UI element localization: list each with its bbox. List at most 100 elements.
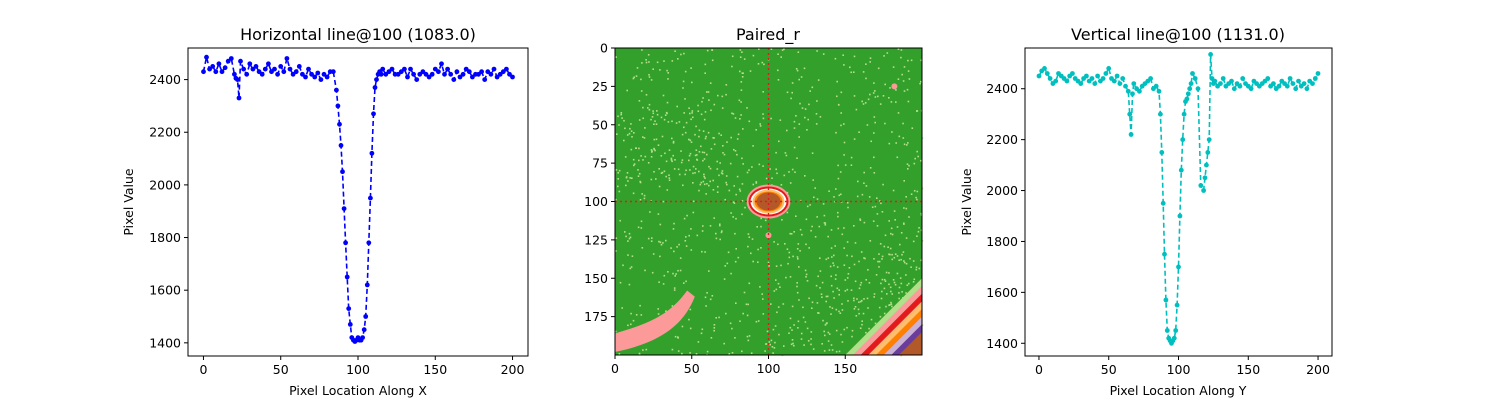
paired-r-noise-pixel	[709, 298, 712, 301]
horizontal-profile-data-point	[318, 77, 324, 82]
paired-r-noise-pixel	[691, 112, 693, 114]
horizontal-profile-data-point	[371, 111, 376, 117]
paired-r-noise-pixel	[683, 282, 685, 284]
horizontal-profile-data-point	[343, 240, 348, 246]
paired-r-noise-pixel	[751, 166, 753, 168]
horizontal-profile-y-tick-label: 2400	[149, 72, 181, 87]
vertical-profile-data-point	[1137, 88, 1142, 94]
paired-r-noise-pixel	[747, 339, 750, 342]
horizontal-profile-x-tick-label: 200	[501, 362, 525, 377]
paired-r-noise-pixel	[884, 234, 887, 237]
paired-r-noise-pixel	[786, 248, 789, 250]
paired-r-noise-pixel	[632, 192, 635, 195]
vertical-profile-data-point	[1188, 81, 1194, 86]
paired-r-noise-pixel	[920, 80, 922, 83]
paired-r-noise-pixel	[637, 226, 640, 229]
paired-r-noise-pixel	[659, 69, 661, 71]
paired-r-noise-pixel	[750, 352, 753, 354]
horizontal-profile-data-point	[300, 71, 305, 77]
paired-r-noise-pixel	[678, 121, 681, 123]
paired-r-noise-pixel	[837, 177, 840, 180]
paired-r-noise-pixel	[889, 286, 892, 289]
horizontal-profile-x-tick-label: 50	[273, 362, 289, 377]
paired-r-noise-pixel	[920, 259, 922, 262]
paired-r-noise-pixel	[703, 158, 706, 160]
paired-r-noise-pixel	[736, 138, 739, 140]
paired-r-noise-pixel	[725, 84, 728, 86]
paired-r-noise-pixel	[838, 310, 840, 313]
paired-r-noise-pixel	[894, 283, 897, 286]
vertical-profile-data-point	[1160, 200, 1166, 206]
paired-r-noise-pixel	[900, 49, 903, 51]
paired-r-noise-pixel	[701, 250, 703, 253]
paired-r-noise-pixel	[855, 108, 858, 111]
paired-r-noise-pixel	[825, 295, 828, 298]
paired-r-noise-pixel	[688, 138, 690, 141]
paired-r-noise-pixel	[635, 314, 638, 316]
paired-r-noise-pixel	[630, 323, 632, 326]
horizontal-profile-data-point	[457, 74, 463, 80]
vertical-profile-data-point	[1164, 328, 1170, 333]
paired-r-noise-pixel	[773, 241, 775, 243]
horizontal-profile-data-point	[491, 66, 497, 72]
paired-r-noise-pixel	[644, 127, 646, 129]
paired-r-noise-pixel	[897, 112, 900, 114]
vertical-profile-data-point	[1156, 88, 1162, 94]
paired-r-noise-pixel	[740, 114, 742, 116]
paired-r-noise-pixel	[671, 305, 674, 307]
paired-r-noise-pixel	[673, 287, 676, 289]
paired-r-noise-pixel	[920, 159, 922, 162]
paired-r-noise-pixel	[715, 232, 717, 235]
paired-r-noise-pixel	[682, 87, 684, 89]
paired-r-noise-pixel	[747, 303, 749, 306]
horizontal-profile-data-point	[275, 71, 280, 77]
paired-r-noise-pixel	[713, 103, 716, 106]
vertical-profile-data-point	[1078, 81, 1084, 86]
paired-r-noise-pixel	[645, 59, 647, 61]
paired-r-noise-pixel	[777, 79, 780, 81]
paired-r-noise-pixel	[861, 193, 864, 196]
paired-r-noise-pixel	[839, 171, 842, 173]
paired-r-noise-pixel	[704, 137, 707, 140]
horizontal-profile-x-tick-label: 0	[199, 362, 207, 377]
paired-r-noise-pixel	[911, 127, 914, 129]
paired-r-noise-pixel	[665, 175, 667, 178]
paired-r-noise-pixel	[713, 327, 716, 329]
paired-r-noise-pixel	[843, 123, 845, 125]
vertical-profile-data-point	[1248, 86, 1254, 92]
paired-r-noise-pixel	[858, 131, 860, 133]
paired-r-noise-pixel	[853, 55, 856, 58]
vertical-profile-y-tick-label: 2000	[986, 183, 1018, 198]
paired-r-noise-pixel	[678, 243, 680, 246]
paired-r-noise-pixel	[759, 123, 761, 125]
paired-r-noise-pixel	[878, 306, 881, 309]
paired-r-noise-pixel	[698, 151, 701, 153]
vertical-profile-data-point	[1178, 167, 1184, 173]
paired-r-noise-pixel	[777, 69, 779, 72]
vertical-profile-x-tick-label: 0	[1035, 362, 1043, 377]
paired-r-noise-pixel	[727, 251, 730, 254]
paired-r-noise-pixel	[827, 257, 830, 259]
paired-r-noise-pixel	[902, 80, 905, 82]
paired-r-noise-pixel	[902, 251, 905, 253]
paired-r-noise-pixel	[781, 49, 784, 51]
paired-r-lower-spot	[765, 232, 772, 239]
vertical-profile-data-point	[1125, 88, 1131, 94]
paired-r-noise-pixel	[663, 118, 666, 121]
horizontal-profile-data-point	[360, 335, 365, 340]
paired-r-noise-pixel	[665, 111, 668, 114]
paired-r-noise-pixel	[811, 301, 814, 304]
paired-r-noise-pixel	[748, 282, 751, 285]
paired-r-noise-pixel	[631, 136, 633, 138]
paired-r-noise-pixel	[882, 95, 885, 97]
horizontal-profile-data-point	[347, 322, 353, 327]
paired-r-noise-pixel	[821, 281, 824, 284]
paired-r-noise-pixel	[901, 73, 903, 76]
paired-r-noise-pixel	[743, 291, 746, 294]
paired-r-noise-pixel	[629, 127, 631, 130]
paired-r-noise-pixel	[849, 66, 851, 69]
paired-r-noise-pixel	[846, 202, 849, 204]
paired-r-noise-pixel	[799, 228, 802, 231]
paired-r-noise-pixel	[658, 281, 660, 283]
paired-r-noise-pixel	[739, 49, 742, 51]
